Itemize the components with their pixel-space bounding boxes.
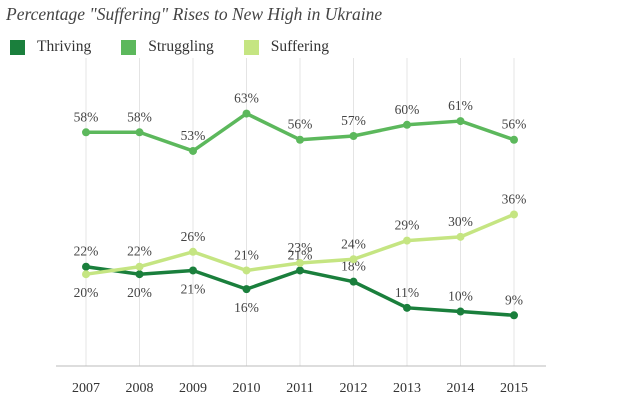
data-label-struggling-2010: 63% [234,91,259,106]
x-tick-label-2008: 2008 [126,381,154,396]
point-struggling-2007 [82,128,90,137]
chart-title: Percentage "Suffering" Rises to New High… [6,4,383,24]
data-label-struggling-2014: 61% [448,98,473,113]
point-struggling-2013 [403,120,411,129]
point-suffering-2010 [242,266,251,275]
point-suffering-2012 [349,255,358,264]
point-struggling-2015 [510,135,518,144]
legend-item-thriving: Thriving [10,38,91,56]
data-label-suffering-2007: 20% [74,285,99,300]
data-label-struggling-2009: 53% [181,128,206,143]
data-label-thriving-2012: 18% [341,259,366,274]
legend-swatch-thriving [10,39,25,55]
point-thriving-2014 [456,307,465,316]
point-struggling-2014 [456,117,465,126]
data-label-suffering-2008: 22% [127,244,152,259]
point-struggling-2009 [189,146,197,155]
data-label-struggling-2008: 58% [127,109,152,124]
point-suffering-2015 [510,210,518,219]
point-suffering-2007 [82,270,90,279]
data-label-thriving-2014: 10% [448,289,473,304]
x-tick-label-2013: 2013 [393,381,421,396]
point-thriving-2008 [135,270,144,279]
legend-label-struggling: Struggling [148,38,214,55]
x-tick-label-2010: 2010 [233,381,261,396]
x-tick-label-2014: 2014 [447,381,475,396]
data-label-thriving-2015: 9% [505,292,523,307]
data-label-suffering-2014: 30% [448,214,473,229]
data-label-struggling-2015: 56% [502,117,527,132]
point-thriving-2010 [242,285,251,294]
data-label-struggling-2011: 56% [288,117,313,132]
x-tick-label-2011: 2011 [286,381,313,396]
point-struggling-2011 [296,135,304,144]
data-label-thriving-2009: 21% [181,281,206,296]
data-label-thriving-2011: 21% [288,247,313,262]
data-label-suffering-2015: 36% [502,191,527,206]
data-label-thriving-2013: 11% [395,285,419,300]
data-label-suffering-2012: 24% [341,236,366,251]
legend-label-suffering: Suffering [270,38,329,55]
legend-swatch-suffering [243,39,259,55]
point-struggling-2008 [135,128,144,137]
point-struggling-2010 [242,109,251,118]
data-label-suffering-2009: 26% [181,229,206,244]
point-thriving-2013 [403,303,411,312]
data-label-thriving-2010: 16% [234,300,259,315]
data-label-suffering-2010: 21% [234,247,259,262]
data-label-thriving-2008: 20% [127,285,152,300]
x-tick-label-2007: 2007 [72,381,100,396]
point-thriving-2015 [510,311,518,320]
point-suffering-2013 [403,236,411,245]
data-label-thriving-2007: 22% [74,244,99,259]
legend-label-thriving: Thriving [37,38,92,55]
data-label-struggling-2013: 60% [395,102,420,117]
legend-item-struggling: Struggling [121,38,214,56]
point-thriving-2007 [82,262,90,271]
data-label-suffering-2011: 23% [288,240,313,255]
legend-swatch-struggling [121,39,137,55]
point-suffering-2011 [296,258,304,267]
legend: Thriving Struggling Suffering [10,38,359,56]
point-thriving-2011 [296,266,304,275]
data-label-suffering-2013: 29% [395,218,420,233]
point-suffering-2014 [456,232,465,241]
x-tick-label-2012: 2012 [340,381,368,396]
point-thriving-2012 [349,277,358,286]
legend-item-suffering: Suffering [243,38,329,56]
data-label-struggling-2012: 57% [341,113,366,128]
point-suffering-2008 [135,262,144,271]
data-label-struggling-2007: 58% [74,109,99,124]
point-suffering-2009 [189,247,197,256]
point-struggling-2012 [349,132,358,141]
x-tick-label-2015: 2015 [500,381,528,396]
x-tick-label-2009: 2009 [179,381,207,396]
point-thriving-2009 [189,266,197,275]
